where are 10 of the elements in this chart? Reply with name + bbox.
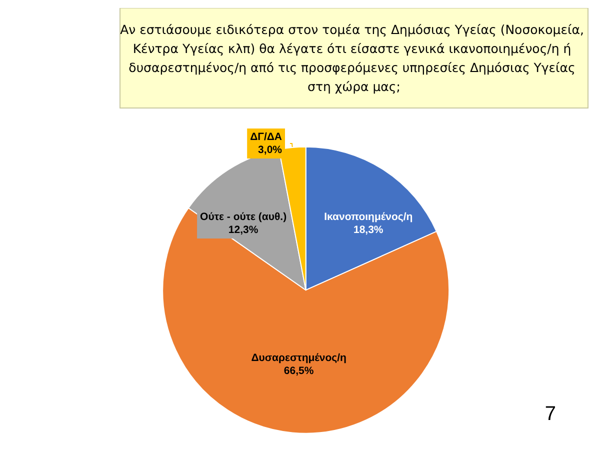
text: 7 — [544, 403, 556, 425]
slice-label: Ικανοποιημένος/η — [324, 210, 413, 223]
chart-title: Αν εστιάσουμε ειδικότερα στον τομέα της Δημόσιας Υγείας (Νοσοκομεία, Κέντρα Υγείας κλπ) θα λέγατε ότι είσαστε γενικά ικανοποιημένος/η ή δυσαρεστημένος/η από τις προσφερόμενες υπηρεσίες Δημόσιας Υγείας στη χώρα μας; — [120, 22, 588, 94]
data-label: 12,3% — [228, 224, 259, 236]
slice-label: Δυσαρεστημένος/η — [251, 352, 346, 364]
data-label: 66,5% — [284, 364, 314, 377]
data-label: 3,0% — [258, 144, 283, 156]
slice-label: ΔΓ/ΔΑ — [250, 131, 282, 144]
slice-label: Ούτε - ούτε (αυθ.) — [200, 210, 287, 223]
data-label: 18,3% — [353, 224, 384, 236]
